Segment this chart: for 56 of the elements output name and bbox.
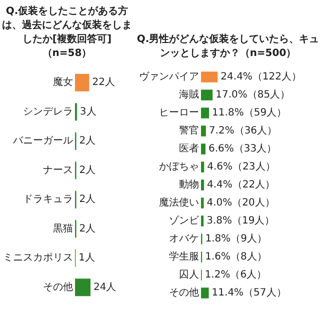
y-tick-label: シンデレラ [23, 106, 73, 118]
y-tick-label: 海賊 [179, 88, 199, 101]
data-label: 4.4%（22人） [207, 180, 276, 191]
y-tick-label: 囚人 [179, 270, 199, 281]
data-label: 2人 [79, 194, 96, 206]
bar [75, 74, 90, 92]
bar [75, 278, 90, 296]
y-tick-label: 学生服 [169, 250, 199, 263]
data-label: 2人 [79, 136, 96, 147]
y-tick-label: 医者 [179, 142, 199, 155]
y-tick-label: ドラキュラ [23, 194, 73, 206]
data-label: 11.4%（57人） [212, 288, 286, 299]
y-tick-label: ナース [43, 164, 73, 176]
y-tick-label: ヒーロー [159, 108, 199, 119]
y-tick-label: 警官 [179, 124, 199, 137]
data-label: 7.2%（36人） [208, 126, 278, 137]
y-tick-label: ミニスカポリス [3, 252, 73, 264]
data-label: 1.8%（9人） [205, 234, 268, 245]
chart-title: Q.男性がどんな仮装をしていたら、キュンッとしますか？（n=500） [136, 32, 320, 60]
y-tick-label: 黒猫 [53, 223, 73, 234]
data-label: 1.2%（6人） [204, 270, 267, 281]
data-label: 22人 [92, 77, 115, 88]
y-tick-label: 魔法使い [159, 196, 199, 209]
data-label: 4.0%（20人） [206, 198, 275, 209]
bar [201, 288, 209, 298]
bar [201, 108, 210, 118]
y-tick-label: その他 [169, 286, 199, 299]
y-tick-label: オバケ [169, 234, 199, 245]
chart-title: Q.仮装をしたことがある方は、過去にどんな仮装をしましたか[複数回答可]（n=58） [1, 4, 133, 60]
y-tick-label: バニーガール [12, 136, 73, 147]
data-label: 24人 [93, 282, 116, 293]
bar [201, 198, 204, 208]
data-label: 2人 [79, 223, 96, 234]
data-label: 1.6%（8人） [205, 252, 267, 263]
bar [201, 144, 206, 154]
data-label: 6.6%（33人） [208, 144, 277, 155]
y-tick-label: 魔女 [53, 76, 73, 88]
data-label: 3.8%（19人） [206, 216, 275, 227]
bar [201, 126, 206, 136]
y-tick-label: かぼちゃ [159, 162, 199, 173]
data-label: 2人 [79, 164, 96, 176]
data-label: 3人 [80, 106, 96, 118]
data-label: 11.8%（59人） [212, 108, 287, 119]
data-label: 4.6%（23人） [207, 162, 276, 173]
bar [201, 216, 204, 226]
y-tick-label: ヴァンパイア [139, 70, 199, 83]
y-tick-label: 動物 [179, 180, 199, 191]
y-tick-label: ゾンビ [169, 214, 200, 227]
bar [201, 72, 218, 82]
data-label: 1人 [78, 252, 96, 264]
data-label: 24.4%（122人） [220, 72, 302, 83]
bar [201, 90, 213, 100]
bar [201, 180, 204, 190]
bar [201, 162, 204, 172]
data-label: 17.0%（85人） [216, 90, 290, 101]
y-tick-label: その他 [43, 280, 73, 293]
